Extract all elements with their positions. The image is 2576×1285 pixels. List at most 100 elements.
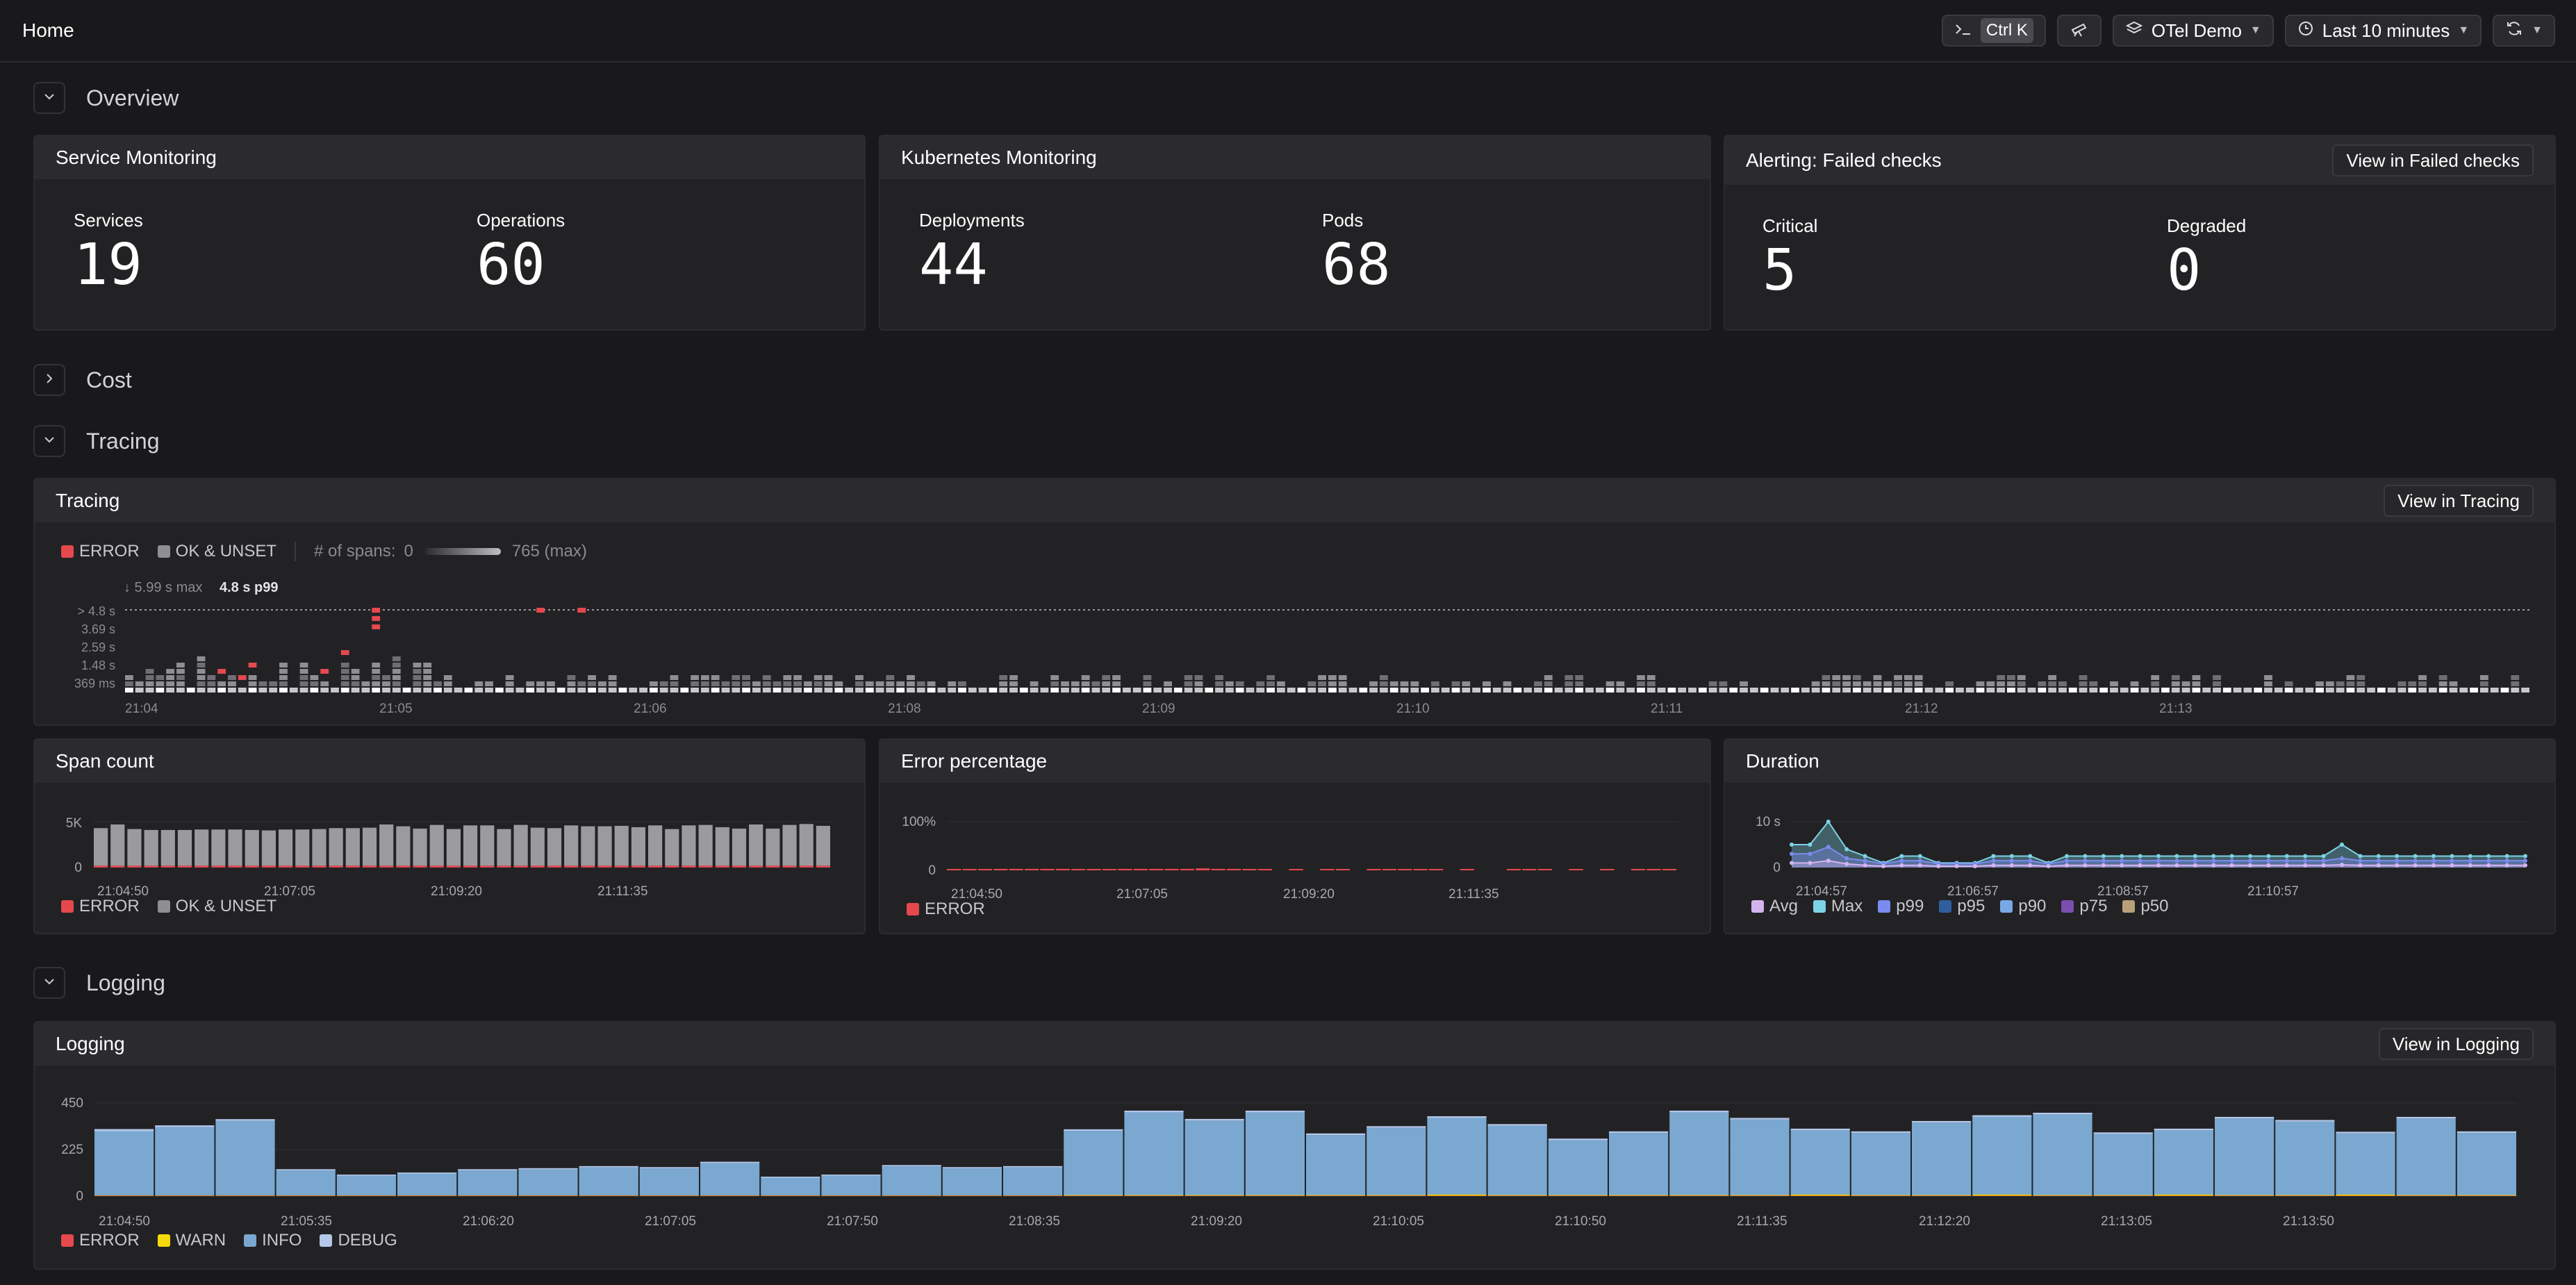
heatmap-cell [927,681,936,686]
heatmap-cell [742,688,751,693]
bar-ok [413,828,427,866]
legend-item-p90[interactable]: p90 [2000,897,2046,916]
legend-item-debug[interactable]: DEBUG [320,1231,397,1250]
heatmap-cell [1102,675,1111,680]
heatmap-cell [2408,681,2417,686]
legend-item-ok[interactable]: OK & UNSET [157,897,276,916]
legend-swatch [1751,900,1764,913]
heatmap-cell [597,681,606,686]
stat-label: Critical [1762,215,1818,236]
bar-error [942,1195,1002,1196]
heatmap-cell [423,669,432,674]
legend-swatch [1939,900,1952,913]
legend-item-error[interactable]: ERROR [61,1231,140,1250]
view-in-tracing-button[interactable]: View in Tracing [2384,485,2534,517]
view-in-logging-button[interactable]: View in Logging [2378,1028,2534,1060]
bar-info [700,1163,760,1195]
legend-item-avg[interactable]: Avg [1751,897,1798,916]
bar-error [144,865,158,868]
bar-info [94,1131,154,1195]
legend-swatch [61,1234,74,1247]
heatmap-cell [176,663,185,668]
heatmap-cell [423,675,432,680]
heatmap-cell [2397,688,2406,693]
section-title: Logging [86,970,165,995]
legend-item-error[interactable]: ERROR [61,542,140,561]
section-header-cost[interactable]: Cost [33,364,132,396]
collapse-toggle[interactable] [33,82,65,114]
span-count-chart[interactable]: 5K 0 21:04:50 21:07:05 21:09:20 21:11:35 [35,801,866,905]
legend-item-error[interactable]: ERROR [907,900,985,919]
refresh-button[interactable]: ▼ [2493,15,2555,47]
heatmap-cell [2418,688,2427,693]
legend-item-error[interactable]: ERROR [61,897,140,916]
bar-error [518,1195,578,1196]
legend-item-max[interactable]: Max [1813,897,1863,916]
trace-heatmap[interactable]: ↓ 5.99 s max 4.8 s p99 > 4.8 s 3.69 s 2.59… [35,577,2556,715]
bar-debug [458,1169,518,1171]
bar-debug [94,1129,154,1131]
heatmap-cell [372,688,381,693]
heatmap-cell [1462,681,1471,686]
bar-error [2275,1195,2335,1196]
heatmap-cell [1832,675,1841,680]
legend-item-p95[interactable]: p95 [1939,897,1985,916]
duration-chart[interactable]: 10 s 0 21:04:57 21:06:57 21:08:57 21:10:57 [1725,801,2556,905]
stat-value: 0 [2167,238,2202,304]
heatmap-cell [2171,675,2180,680]
bar-info [155,1127,215,1195]
heatmap-cell [1184,675,1193,680]
heatmap-cell [1441,688,1450,693]
heatmap-cell [639,688,647,693]
legend-item-warn[interactable]: WARN [157,1231,226,1250]
legend-item-p75[interactable]: p75 [2061,897,2107,916]
heatmap-cell [1904,675,1913,680]
time-range-select[interactable]: Last 10 minutes ▼ [2284,15,2482,47]
legend-item-ok[interactable]: OK & UNSET [157,542,276,561]
heatmap-cell [855,681,864,686]
heatmap-cell [197,663,206,668]
command-palette-button[interactable]: Ctrl K [1941,15,2046,47]
bar-warn [942,1195,1002,1196]
heatmap-cell [372,675,381,680]
heatmap-cell [1256,688,1265,693]
bar-debug [2396,1116,2456,1119]
point-p99 [1790,852,1794,856]
heatmap-cell [2120,688,2129,693]
heatmap-cell [1030,681,1039,686]
heatmap-cell [752,688,761,693]
collapse-toggle[interactable] [33,425,65,457]
logging-legend: ERROR WARN INFO DEBUG [61,1231,397,1250]
legend-item-p99[interactable]: p99 [1878,897,1924,916]
environment-select[interactable]: OTel Demo ▼ [2112,15,2274,47]
legend-item-info[interactable]: INFO [244,1231,302,1250]
error-percentage-chart[interactable]: 100% 0 21:04:50 21:07:05 21:09:20 21:11:35 [880,801,1711,905]
heatmap-cell [423,688,432,693]
heatmap-cell [228,681,236,686]
heatmap-cell [1380,688,1388,693]
collapse-toggle[interactable] [33,967,65,999]
heatmap-cell [783,675,792,680]
section-header-tracing[interactable]: Tracing [33,425,160,457]
point-p99 [2174,859,2179,863]
heatmap-cell [916,681,925,686]
chevron-down-icon: ▼ [2532,24,2543,36]
heatmap-cell [310,675,319,680]
chevron-right-icon [45,372,53,388]
heatmap-cell [2079,681,2088,686]
legend-item-p50[interactable]: p50 [2122,897,2169,916]
telescope-button[interactable] [2056,15,2102,47]
heatmap-cell [1081,688,1090,693]
section-header-overview[interactable]: Overview [33,82,179,114]
bar-error [1427,1195,1487,1196]
point-max [2376,854,2381,859]
bar-warn [2215,1195,2274,1196]
view-failed-checks-button[interactable]: View in Failed checks [2332,144,2534,176]
heatmap-cell [1389,688,1398,693]
section-header-logging[interactable]: Logging [33,967,165,999]
heatmap-cell [1708,688,1717,693]
bar-error [547,865,562,868]
heatmap-cell-error [217,669,226,674]
expand-toggle[interactable] [33,364,65,396]
logging-chart[interactable]: 450 225 0 21:04:50 21:05:35 21:06:20 21:07:05 2… [35,1085,2556,1238]
